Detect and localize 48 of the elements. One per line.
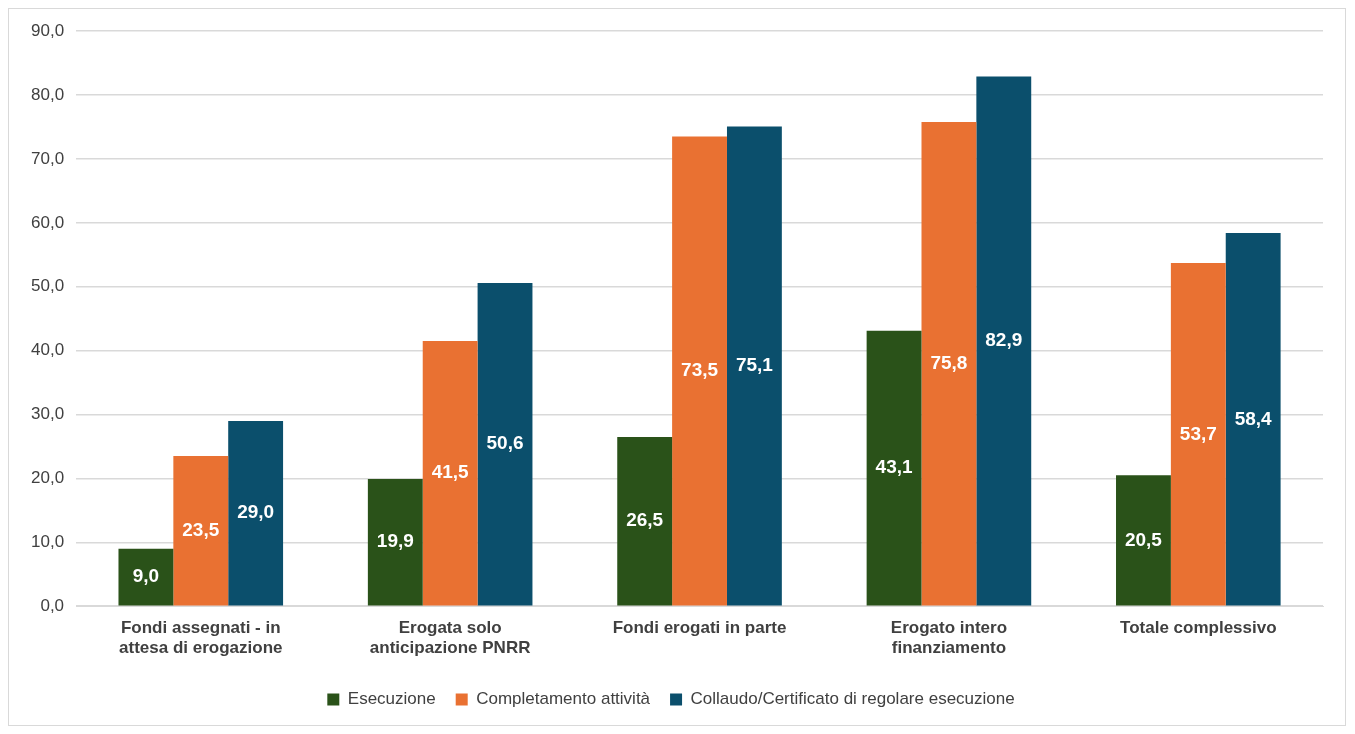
data-label: 20,5 (1124, 528, 1163, 550)
y-tick-label: 40,0 (30, 340, 65, 360)
y-tick-label: 10,0 (30, 532, 65, 551)
bar (726, 126, 782, 606)
data-label: 75,1 (735, 354, 774, 376)
data-label: 58,4 (1234, 407, 1273, 429)
y-tick-label: 80,0 (30, 84, 65, 104)
bar (477, 282, 533, 606)
bar (422, 341, 478, 606)
legend-label: Esecuzione (347, 689, 436, 709)
data-label: 50,6 (486, 432, 524, 454)
data-label: 19,9 (376, 530, 414, 552)
bar (118, 548, 174, 606)
bar (173, 456, 229, 606)
y-tick-label: 60,0 (30, 212, 65, 232)
bar (866, 330, 922, 606)
x-tick-label: Erogato intero finanziamento (890, 618, 1008, 658)
x-tick-label: Fondi erogati in parte (612, 618, 787, 638)
data-label: 41,5 (431, 461, 470, 483)
data-label: 29,0 (237, 501, 275, 523)
legend-label: Collaudo/Certificato di regolare esecuzione (690, 689, 1015, 709)
bar (672, 136, 727, 606)
bar (976, 76, 1032, 606)
bar (921, 121, 977, 606)
data-label: 43,1 (875, 456, 913, 478)
data-label: 82,9 (985, 329, 1023, 351)
data-label: 75,8 (930, 351, 968, 373)
bar (617, 436, 673, 606)
bar (228, 420, 284, 606)
y-tick-label: 70,0 (30, 148, 65, 168)
legend-label: Completamento attività (476, 689, 651, 709)
bar (1225, 233, 1281, 606)
data-label: 9,0 (132, 565, 160, 587)
x-tick-label: Erogata solo anticipazione PNRR (369, 618, 531, 658)
bar (367, 479, 423, 606)
data-label: 26,5 (626, 509, 664, 531)
data-label: 23,5 (182, 518, 220, 540)
x-tick-label: Fondi assegnati - in attesa di erogazione (119, 618, 283, 658)
bar (1116, 475, 1171, 606)
data-label: 53,7 (1179, 422, 1217, 444)
x-tick-label: Totale complessivo (1120, 618, 1277, 638)
y-tick-label: 0,0 (40, 595, 65, 615)
y-tick-label: 50,0 (30, 276, 65, 296)
bar (1170, 263, 1226, 606)
y-tick-label: 90,0 (30, 20, 65, 40)
y-tick-label: 20,0 (30, 468, 65, 488)
data-label: 73,5 (681, 359, 719, 381)
y-tick-label: 30,0 (30, 404, 65, 424)
